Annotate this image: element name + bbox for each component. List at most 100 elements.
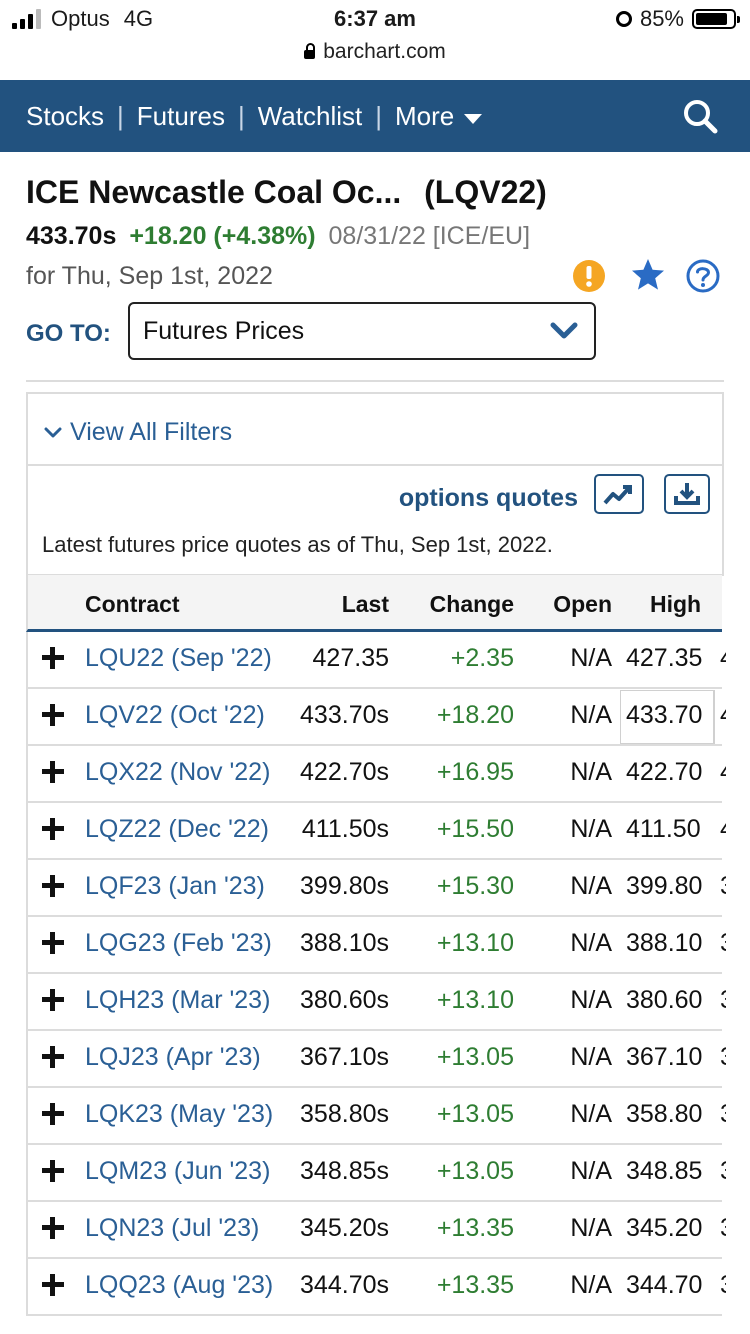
nav-watchlist[interactable]: Watchlist — [257, 100, 363, 131]
latest-quotes-text: Latest futures price quotes as of Thu, S… — [42, 532, 553, 557]
high-value: 433.70 — [626, 701, 703, 729]
table-row[interactable]: LQJ23 (Apr '23) 367.10s +13.05 N/A 367.10 367… — [26, 1031, 726, 1088]
change-value: +15.30 — [436, 872, 514, 900]
open-value: N/A — [570, 1157, 612, 1185]
table-row[interactable]: LQQ23 (Aug '23) 344.70s +13.35 N/A 344.70 344… — [26, 1259, 726, 1316]
nav-stocks[interactable]: Stocks — [26, 100, 105, 131]
contract-link[interactable]: LQQ23 (Aug '23) — [85, 1271, 274, 1299]
contract-link[interactable]: LQX22 (Nov '22) — [85, 758, 271, 786]
column-header-last[interactable]: Last — [341, 591, 389, 617]
highlighted-cell — [620, 690, 715, 744]
battery-percent: 85% — [639, 6, 684, 31]
table-row[interactable]: LQX22 (Nov '22) 422.70s +16.95 N/A 422.70 422… — [26, 746, 726, 803]
table-row[interactable]: LQK23 (May '23) 358.80s +13.05 N/A 358.80 358… — [26, 1088, 726, 1145]
table-row[interactable]: LQM23 (Jun '23) 348.85s +13.05 N/A 348.85 348… — [26, 1145, 726, 1202]
high-value: 345.20 — [626, 1214, 703, 1242]
options-quotes-link[interactable]: options quotes — [398, 484, 578, 512]
star-icon[interactable] — [630, 257, 666, 293]
expand-plus-icon[interactable] — [42, 1046, 64, 1068]
nav-futures[interactable]: Futures — [136, 100, 225, 131]
battery-icon — [692, 9, 740, 29]
table-row[interactable]: LQV22 (Oct '22) 433.70s +18.20 N/A 433.70 433… — [26, 689, 726, 746]
contract-link[interactable]: LQM23 (Jun '23) — [85, 1157, 271, 1185]
contract-link[interactable]: LQV22 (Oct '22) — [85, 701, 265, 729]
warning-icon[interactable] — [572, 259, 606, 293]
change-value: +2.35 — [450, 644, 514, 672]
table-row[interactable]: LQN23 (Jul '23) 345.20s +13.35 N/A 345.20 345… — [26, 1202, 726, 1259]
column-header-contract[interactable]: Contract — [85, 591, 180, 617]
top-navbar: Stocks | Futures | Watchlist | More — [0, 80, 750, 152]
view-all-filters-link[interactable]: View All Filters — [44, 418, 232, 447]
table-row[interactable]: LQZ22 (Dec '22) 411.50s +15.50 N/A 411.50 411… — [26, 803, 726, 860]
address-bar[interactable]: barchart.com — [0, 40, 750, 64]
last-value: 348.85s — [300, 1157, 389, 1185]
lock-icon — [304, 43, 316, 59]
expand-plus-icon[interactable] — [42, 989, 64, 1011]
page-title: ICE Newcastle Coal Oc... (LQV22) — [26, 174, 547, 211]
price-change: +18.20 (+4.38%) — [129, 222, 316, 250]
last-value: 433.70s — [300, 701, 389, 729]
contract-symbol: (LQV22) — [424, 174, 547, 210]
help-icon[interactable] — [686, 259, 720, 293]
change-value: +13.05 — [436, 1157, 514, 1185]
open-value: N/A — [570, 929, 612, 957]
quotes-panel: options quotes Latest futures price quot… — [26, 466, 724, 576]
price-line: 433.70s +18.20 (+4.38%) 08/31/22 [ICE/EU… — [26, 222, 530, 251]
search-icon[interactable] — [682, 98, 718, 134]
expand-plus-icon[interactable] — [42, 932, 64, 954]
expand-plus-icon[interactable] — [42, 704, 64, 726]
contract-link[interactable]: LQK23 (May '23) — [85, 1100, 274, 1128]
last-value: 358.80s — [300, 1100, 389, 1128]
table-row[interactable]: LQH23 (Mar '23) 380.60s +13.10 N/A 380.60 380… — [26, 974, 726, 1031]
nav-separator: | — [375, 100, 382, 131]
nav-more[interactable]: More — [395, 101, 483, 132]
expand-plus-icon[interactable] — [42, 1274, 64, 1296]
column-header-change[interactable]: Change — [429, 591, 514, 617]
contract-link[interactable]: LQJ23 (Apr '23) — [85, 1043, 261, 1071]
download-button[interactable] — [664, 474, 710, 514]
low-value-clipped: 345.20 — [720, 1214, 726, 1243]
chart-button[interactable] — [594, 474, 644, 514]
low-value-clipped: 433.70 — [720, 701, 726, 730]
last-value: 427.35 — [312, 644, 389, 672]
divider — [26, 380, 724, 382]
goto-select[interactable]: Futures Prices — [128, 302, 596, 360]
column-header-open[interactable]: Open — [553, 591, 612, 617]
expand-plus-icon[interactable] — [42, 761, 64, 783]
expand-plus-icon[interactable] — [42, 818, 64, 840]
chevron-down-icon — [44, 427, 62, 437]
last-value: 380.60s — [300, 986, 389, 1014]
low-value-clipped: 380.60 — [720, 986, 726, 1015]
table-header: Contract Last Change Open High — [26, 575, 722, 632]
column-header-high[interactable]: High — [650, 591, 702, 617]
goto-select-value: Futures Prices — [143, 317, 305, 345]
expand-plus-icon[interactable] — [42, 1103, 64, 1125]
alarm-icon — [615, 11, 632, 27]
table-row[interactable]: LQU22 (Sep '22) 427.35 +2.35 N/A 427.35 427.3… — [26, 632, 726, 689]
low-value-clipped: 411.50 — [720, 815, 726, 844]
expand-plus-icon[interactable] — [42, 1217, 64, 1239]
expand-plus-icon[interactable] — [42, 875, 64, 897]
clock: 6:37 am — [334, 6, 416, 31]
contract-link[interactable]: LQU22 (Sep '22) — [85, 644, 272, 672]
table-row[interactable]: LQG23 (Feb '23) 388.10s +13.10 N/A 388.10 388… — [26, 917, 726, 974]
expand-plus-icon[interactable] — [42, 1160, 64, 1182]
open-value: N/A — [570, 1100, 612, 1128]
high-value: 388.10 — [626, 929, 703, 957]
last-value: 345.20s — [300, 1214, 389, 1242]
table-row[interactable]: LQF23 (Jan '23) 399.80s +15.30 N/A 399.80 399… — [26, 860, 726, 917]
contract-link[interactable]: LQG23 (Feb '23) — [85, 929, 272, 957]
low-value-clipped: 358.80 — [720, 1100, 726, 1129]
contract-link[interactable]: LQN23 (Jul '23) — [85, 1214, 260, 1242]
last-value: 344.70s — [300, 1271, 389, 1299]
chevron-down-icon — [550, 322, 578, 339]
last-value: 388.10s — [300, 929, 389, 957]
contract-link[interactable]: LQZ22 (Dec '22) — [85, 815, 270, 843]
change-value: +16.95 — [436, 758, 514, 786]
high-value: 367.10 — [626, 1043, 703, 1071]
contract-link[interactable]: LQF23 (Jan '23) — [85, 872, 265, 900]
expand-plus-icon[interactable] — [42, 647, 64, 669]
filters-panel: View All Filters — [26, 392, 724, 466]
change-value: +13.35 — [436, 1214, 514, 1242]
contract-link[interactable]: LQH23 (Mar '23) — [85, 986, 271, 1014]
